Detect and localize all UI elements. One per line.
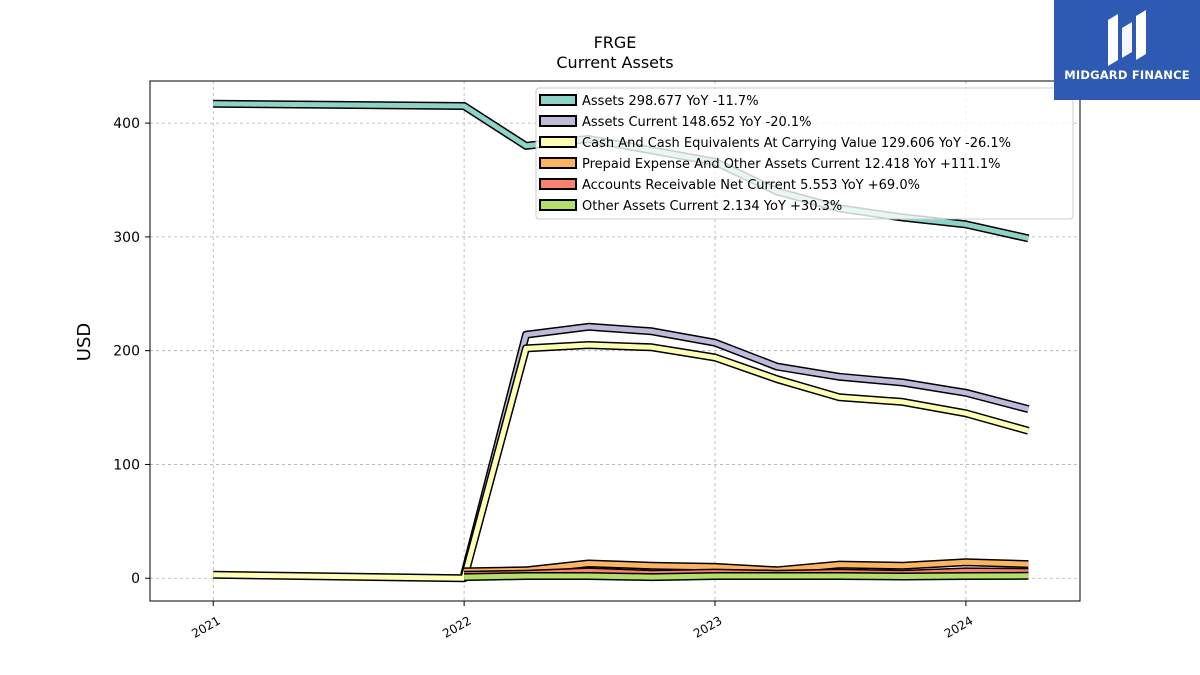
legend-swatch (539, 94, 577, 106)
legend-item: Assets Current 148.652 YoY -20.1% (539, 115, 812, 130)
legend-frame (535, 87, 1074, 220)
x-tick-label: 2021 (189, 613, 222, 640)
legend-swatch (539, 199, 577, 211)
series-cash-and-cash-equivalents-at-carrying-value (213, 341, 1030, 583)
legend-swatch (539, 157, 577, 169)
brand-logo-icon (1108, 10, 1146, 66)
plot-area-frame (149, 80, 1081, 602)
series-line (461, 324, 1030, 576)
series-other-assets-current (464, 571, 1029, 582)
series-line (464, 573, 1029, 580)
x-tick-label: 2023 (691, 613, 724, 640)
legend-label: Accounts Receivable Net Current 5.553 Yo… (582, 178, 920, 193)
legend-label: Assets 298.677 YoY -11.7% (582, 94, 759, 109)
legend-swatch (539, 178, 577, 190)
legend-item: Other Assets Current 2.134 YoY +30.3% (539, 199, 842, 214)
y-tick-label: 300 (113, 230, 140, 246)
y-tick-label: 400 (113, 116, 140, 132)
legend-swatch (539, 115, 577, 127)
legend-label: Prepaid Expense And Other Assets Current… (582, 157, 1000, 172)
y-axis: 0 100 200 300 400 (113, 116, 150, 587)
legend-label: Other Assets Current 2.134 YoY +30.3% (582, 199, 842, 214)
y-tick-label: 0 (131, 571, 140, 587)
series-line-outline (460, 322, 1030, 576)
x-axis: 2021 2022 2023 2024 (189, 601, 975, 641)
series-assets-current (460, 322, 1030, 576)
brand-logo-panel: MIDGARD FINANCE (1054, 0, 1200, 100)
series-layer (213, 99, 1030, 583)
x-tick-label: 2024 (942, 613, 975, 640)
y-axis-label: USD (74, 323, 95, 361)
series-prepaid-expense-and-other-assets-current (464, 558, 1029, 576)
y-tick-label: 100 (113, 457, 140, 473)
brand-name: MIDGARD FINANCE (1064, 68, 1190, 82)
series-line (464, 559, 1029, 574)
chart-title-line-2: Current Assets (556, 53, 673, 72)
legend-item: Assets 298.677 YoY -11.7% (539, 94, 759, 109)
series-line (213, 342, 1030, 581)
x-tick-label: 2022 (440, 613, 473, 640)
legend-label: Assets Current 148.652 YoY -20.1% (582, 115, 812, 130)
legend-item: Prepaid Expense And Other Assets Current… (539, 157, 1000, 172)
y-tick-label: 200 (113, 344, 140, 360)
chart-title-line-1: FRGE (594, 33, 637, 52)
legend-label: Cash And Cash Equivalents At Carrying Va… (582, 136, 1011, 151)
legend: Assets 298.677 YoY -11.7% Assets Current … (535, 87, 1074, 220)
legend-item: Accounts Receivable Net Current 5.553 Yo… (539, 178, 920, 193)
legend-swatch (539, 136, 577, 148)
legend-item: Cash And Cash Equivalents At Carrying Va… (539, 136, 1011, 151)
